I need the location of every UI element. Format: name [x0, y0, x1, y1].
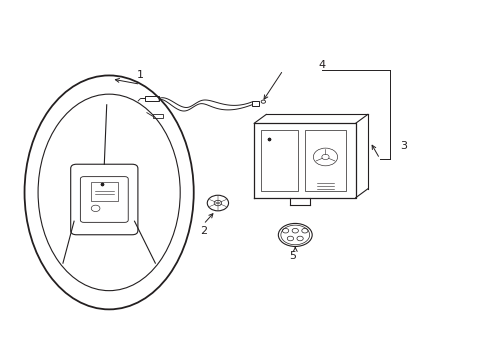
Text: 2: 2 [200, 226, 206, 237]
Text: 1: 1 [137, 71, 144, 80]
Text: 5: 5 [289, 251, 296, 261]
Bar [261, 130, 297, 191]
Text: 4: 4 [318, 60, 325, 70]
Bar [251, 101, 259, 106]
Bar [91, 182, 117, 201]
Bar [305, 130, 346, 191]
Text: 3: 3 [400, 141, 407, 151]
Bar [145, 96, 159, 101]
Bar [152, 114, 163, 118]
